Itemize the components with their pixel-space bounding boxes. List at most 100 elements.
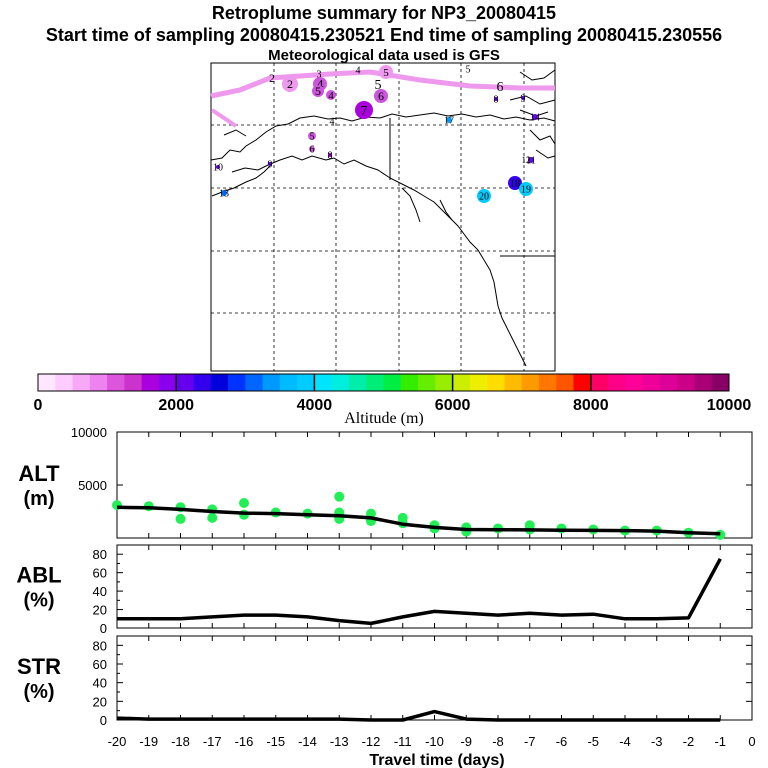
series-line [116, 505, 721, 536]
colorbar-swatch [521, 374, 540, 391]
scatter-point [524, 520, 535, 531]
x-tick-label: -6 [556, 734, 568, 749]
map-marker-label: 5 [310, 132, 315, 143]
x-tick-label: -1 [714, 734, 726, 749]
x-tick-label: -17 [203, 734, 222, 749]
map-marker-label: 4 [328, 90, 334, 102]
map-marker [309, 146, 315, 152]
map-marker [532, 114, 538, 120]
map-marker-label: 4 [356, 66, 361, 77]
x-tick-label: -2 [683, 734, 695, 749]
x-tick-label: -10 [425, 734, 444, 749]
colorbar-swatch [383, 374, 402, 391]
map-marker [379, 65, 393, 79]
map-marker [312, 85, 324, 97]
map-marker [494, 97, 498, 101]
map-marker [374, 89, 388, 103]
map-marker [268, 162, 272, 166]
x-tick-label: -4 [619, 734, 631, 749]
map-marker-label: 10 [213, 163, 223, 174]
y-tick-label: 80 [93, 638, 107, 653]
x-tick-label: -3 [651, 734, 663, 749]
scatter-point [334, 491, 345, 502]
map-marker-label: 5 [375, 78, 382, 93]
colorbar-swatch [262, 374, 281, 391]
colorbar-swatch [608, 374, 626, 391]
map-marker-label: 18 [510, 179, 520, 190]
map-marker [519, 182, 533, 196]
map-marker-label: 9 [521, 94, 526, 105]
colorbar-tick-label: 0 [34, 397, 43, 414]
map-marker-label: 2 [269, 71, 275, 85]
colorbar-swatch [72, 374, 91, 391]
colorbar-swatch [107, 374, 125, 391]
scatter-point [207, 512, 218, 523]
y-tick-label: 10000 [71, 425, 107, 440]
map-marker [446, 117, 452, 123]
colorbar-swatch [677, 374, 695, 391]
y-tick-label: 0 [100, 713, 107, 728]
panel-ylabel-units: (m) [23, 488, 54, 510]
colorbar-frame [37, 373, 730, 392]
map-marker-label: 5 [466, 65, 471, 76]
colorbar-swatch [193, 374, 212, 391]
sampling-times: Start time of sampling 20080415.230521 E… [45, 25, 723, 45]
x-tick-label: -14 [298, 734, 317, 749]
chart-title: Retroplume summary for NP3_20080415 [211, 3, 557, 23]
panel-frame [116, 635, 753, 721]
panel-ylabel: ALT [18, 461, 60, 486]
colorbar-swatch [711, 374, 730, 391]
map-marker-label: 11 [526, 156, 536, 167]
map-marker-label: 5 [315, 84, 321, 98]
plume-track-upper [210, 69, 555, 99]
x-tick-label: -18 [171, 734, 190, 749]
y-tick-label: 0 [100, 621, 107, 636]
y-tick-label: 40 [93, 676, 107, 691]
colorbar-swatch [314, 374, 333, 391]
map-marker [326, 90, 336, 100]
y-tick-label: 80 [93, 547, 107, 562]
colorbar-swatch [435, 374, 454, 391]
map-marker-label: 17 [444, 116, 454, 127]
colorbar-swatch [210, 374, 229, 391]
colorbar-swatch [573, 374, 592, 391]
x-tick-label: -5 [587, 734, 599, 749]
y-tick-label: 40 [93, 584, 107, 599]
map-frame [210, 62, 556, 372]
map-marker-label: 13 [219, 189, 229, 200]
map-marker [216, 165, 220, 169]
map-marker-label: 9 [268, 160, 273, 171]
colorbar-swatch [504, 374, 523, 391]
map-marker-label: 8 [494, 95, 499, 106]
timeseries-panels: 100005000ALT(m)020406080ABL(%)020406080S… [16, 425, 755, 749]
map-marker [477, 189, 491, 203]
x-tick-label: -13 [330, 734, 349, 749]
colorbar-swatch [659, 374, 678, 391]
map-marker [308, 132, 316, 140]
y-tick-label: 60 [93, 657, 107, 672]
colorbar-swatch [487, 374, 505, 391]
map-marker [508, 176, 522, 190]
y-tick-label: 60 [93, 566, 107, 581]
x-tick-label: -15 [266, 734, 285, 749]
x-tick-label: -8 [492, 734, 504, 749]
colorbar-swatch [124, 374, 143, 391]
colorbar-swatch [642, 374, 661, 391]
x-tick-label: -20 [108, 734, 127, 749]
colorbar-swatch [279, 374, 298, 391]
map-marker-label: 19 [521, 185, 531, 196]
y-tick-label: 5000 [78, 478, 107, 493]
map-marker-label: 4 [330, 117, 335, 128]
map-marker-label: 3 [317, 70, 322, 81]
map-marker-label: 12 [522, 155, 531, 165]
panel-ylabel-units: (%) [23, 590, 54, 612]
colorbar-swatch [245, 374, 264, 391]
altitude-colorbar: 0 2000 4000 6000 8000 10000 [34, 373, 751, 414]
x-tick-label: -7 [524, 734, 536, 749]
x-axis-label: Travel time (days) [369, 752, 504, 768]
map-marker-label: 8 [328, 151, 333, 162]
colorbar-swatch [590, 374, 609, 391]
colorbar-tick-label: 2000 [158, 397, 194, 414]
colorbar-swatch [89, 374, 108, 391]
